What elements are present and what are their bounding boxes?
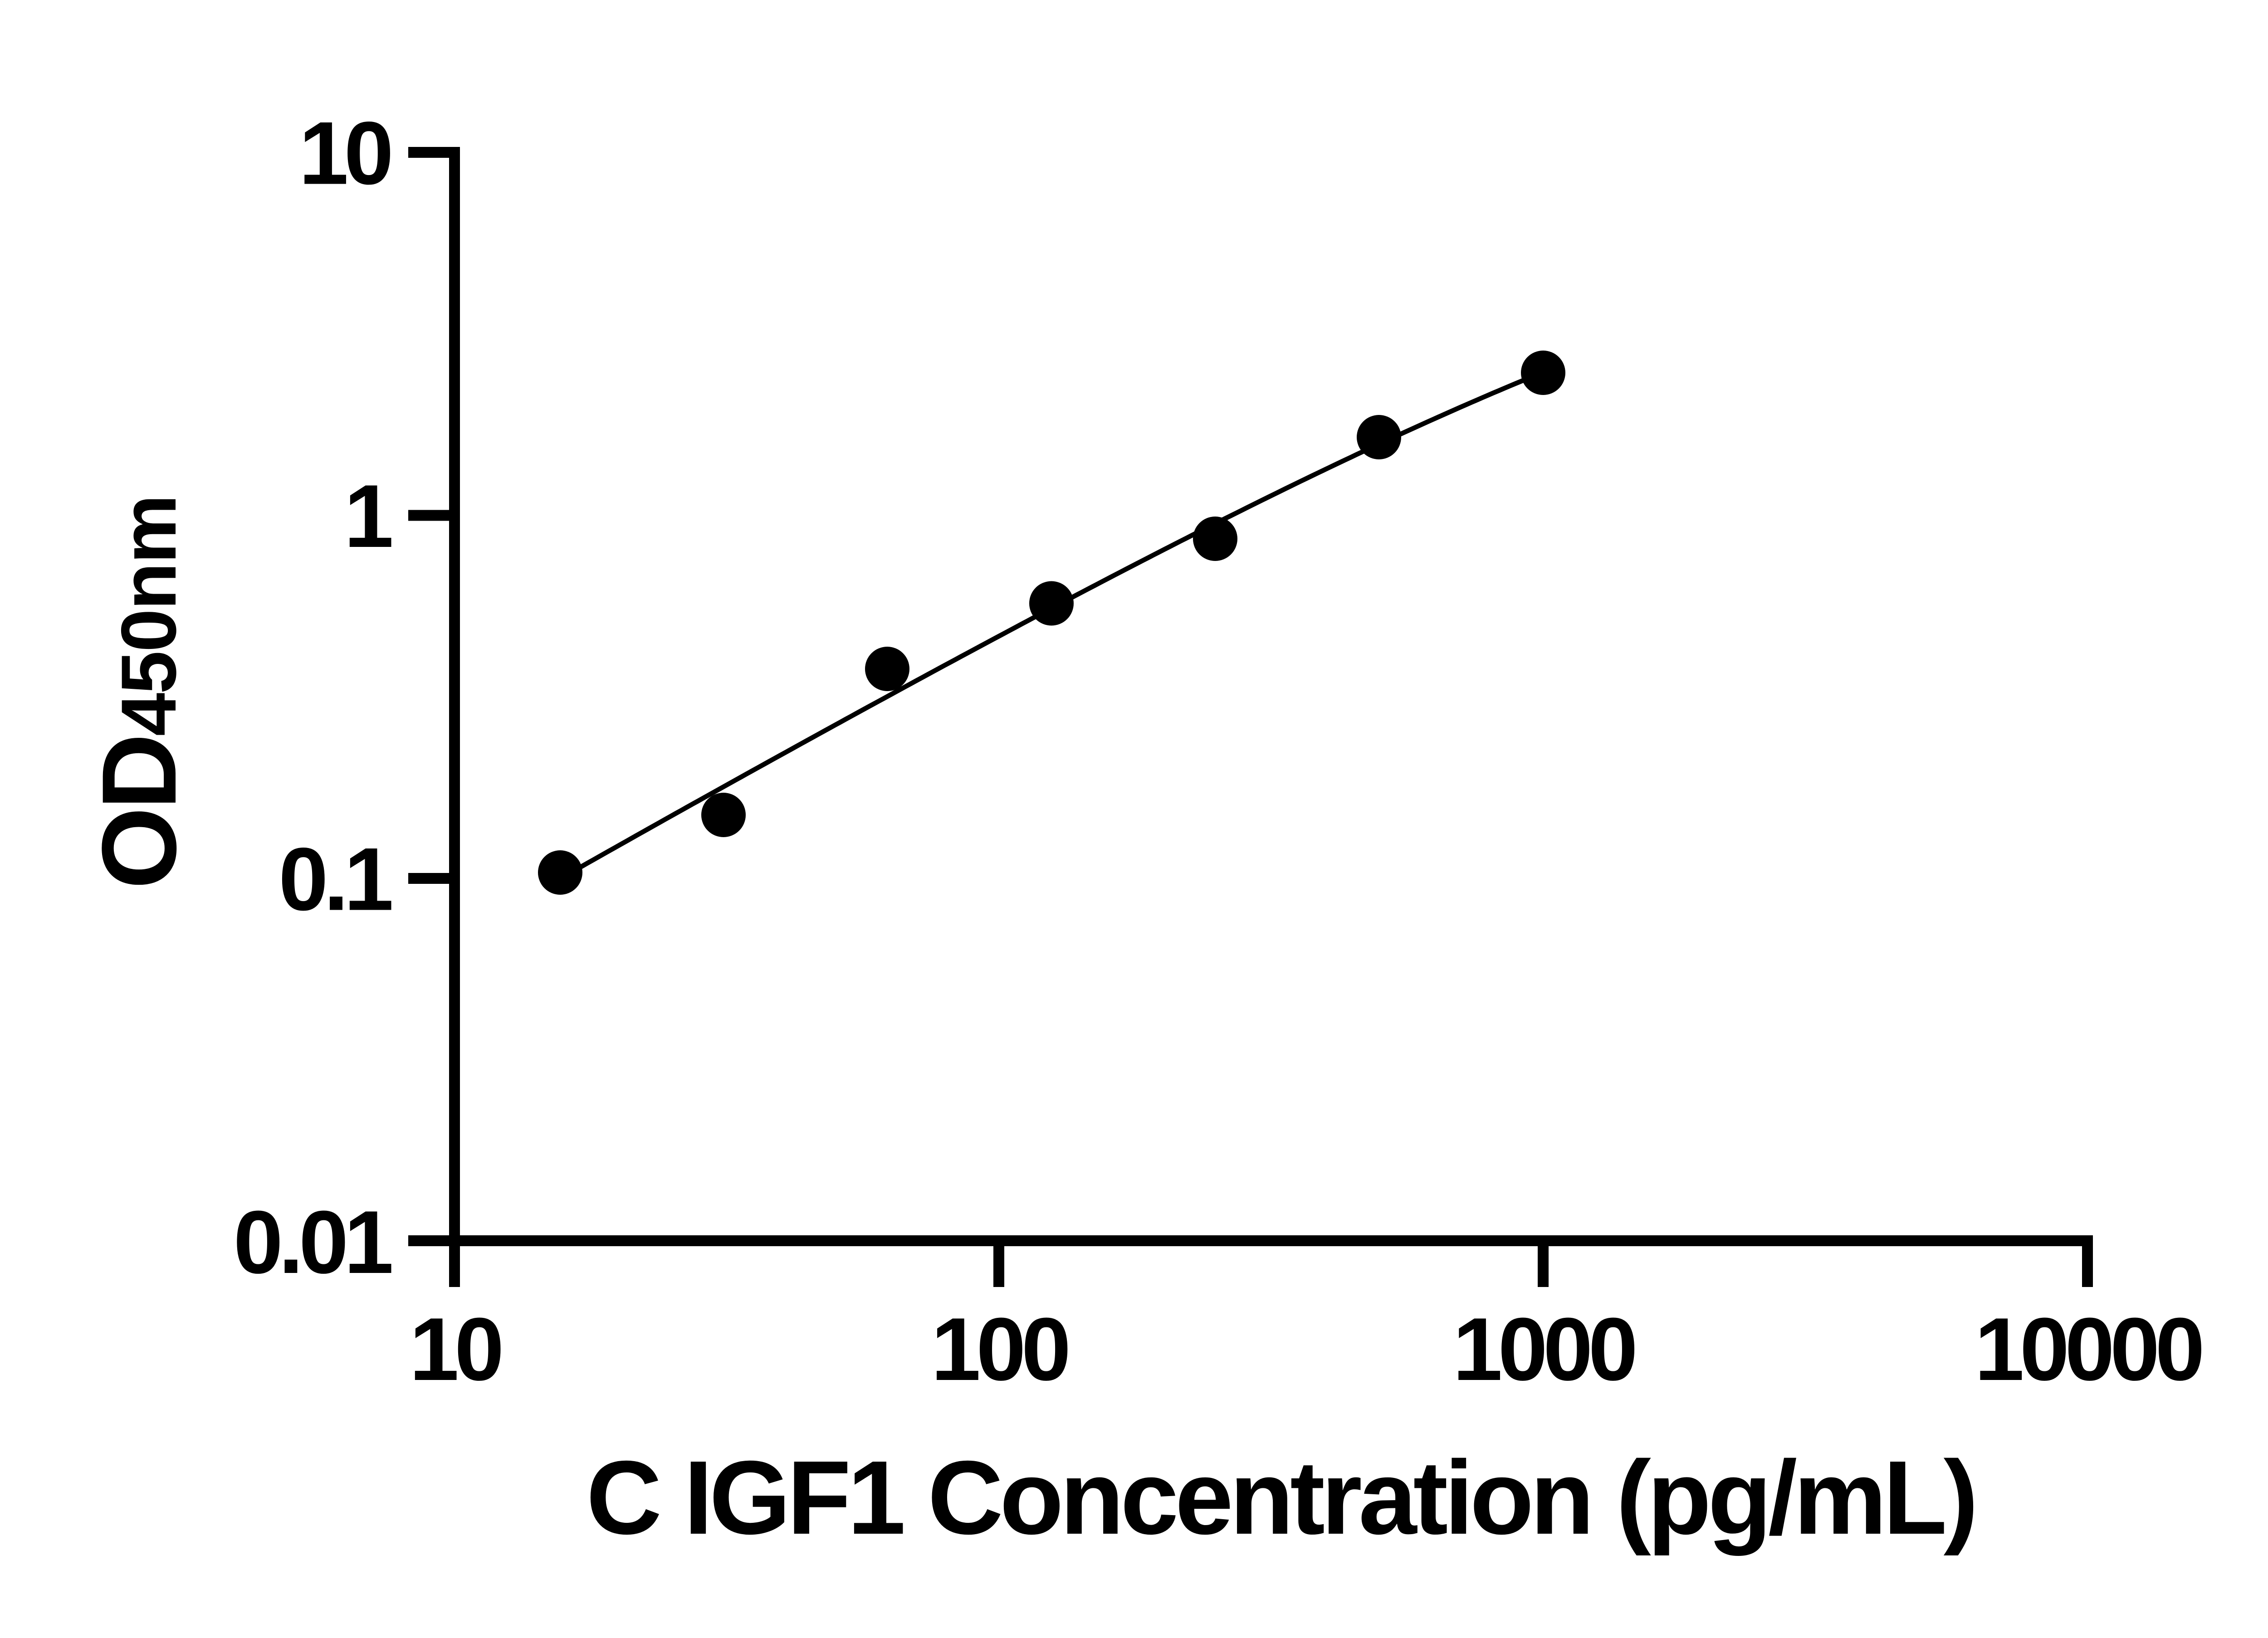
svg-text:OD450nm: OD450nm: [80, 496, 198, 889]
svg-text:C IGF1 Concentration (pg/mL): C IGF1 Concentration (pg/mL): [586, 1439, 1975, 1556]
svg-text:10: 10: [409, 1299, 501, 1399]
svg-text:1000: 1000: [1453, 1299, 1635, 1399]
svg-text:10: 10: [299, 103, 391, 203]
svg-text:0.1: 0.1: [279, 829, 391, 929]
svg-text:10000: 10000: [1975, 1299, 2201, 1399]
svg-text:100: 100: [931, 1299, 1068, 1399]
svg-text:0.01: 0.01: [234, 1192, 392, 1292]
svg-text:1: 1: [344, 466, 391, 566]
